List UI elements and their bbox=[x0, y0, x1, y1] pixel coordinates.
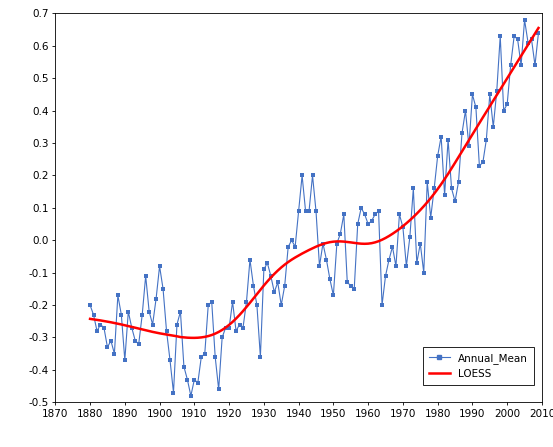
Annual_Mean bbox=[187, 393, 194, 399]
Annual_Mean bbox=[323, 257, 330, 262]
Annual_Mean bbox=[212, 354, 218, 359]
LOESS bbox=[420, 203, 427, 209]
LOESS bbox=[87, 316, 93, 321]
Annual_Mean bbox=[420, 270, 427, 275]
Annual_Mean bbox=[385, 257, 392, 262]
LOESS bbox=[281, 262, 288, 267]
Line: LOESS: LOESS bbox=[90, 28, 539, 338]
Annual_Mean bbox=[441, 192, 448, 198]
Annual_Mean bbox=[281, 283, 288, 288]
LOESS bbox=[323, 240, 330, 246]
LOESS bbox=[441, 177, 448, 182]
Annual_Mean bbox=[535, 30, 542, 36]
Line: Annual_Mean: Annual_Mean bbox=[87, 17, 541, 398]
Annual_Mean bbox=[521, 17, 528, 22]
LOESS bbox=[212, 331, 218, 336]
LOESS bbox=[191, 335, 197, 341]
LOESS bbox=[535, 25, 542, 31]
LOESS bbox=[385, 233, 392, 239]
Legend: Annual_Mean, LOESS: Annual_Mean, LOESS bbox=[422, 347, 534, 385]
Annual_Mean bbox=[87, 303, 93, 308]
